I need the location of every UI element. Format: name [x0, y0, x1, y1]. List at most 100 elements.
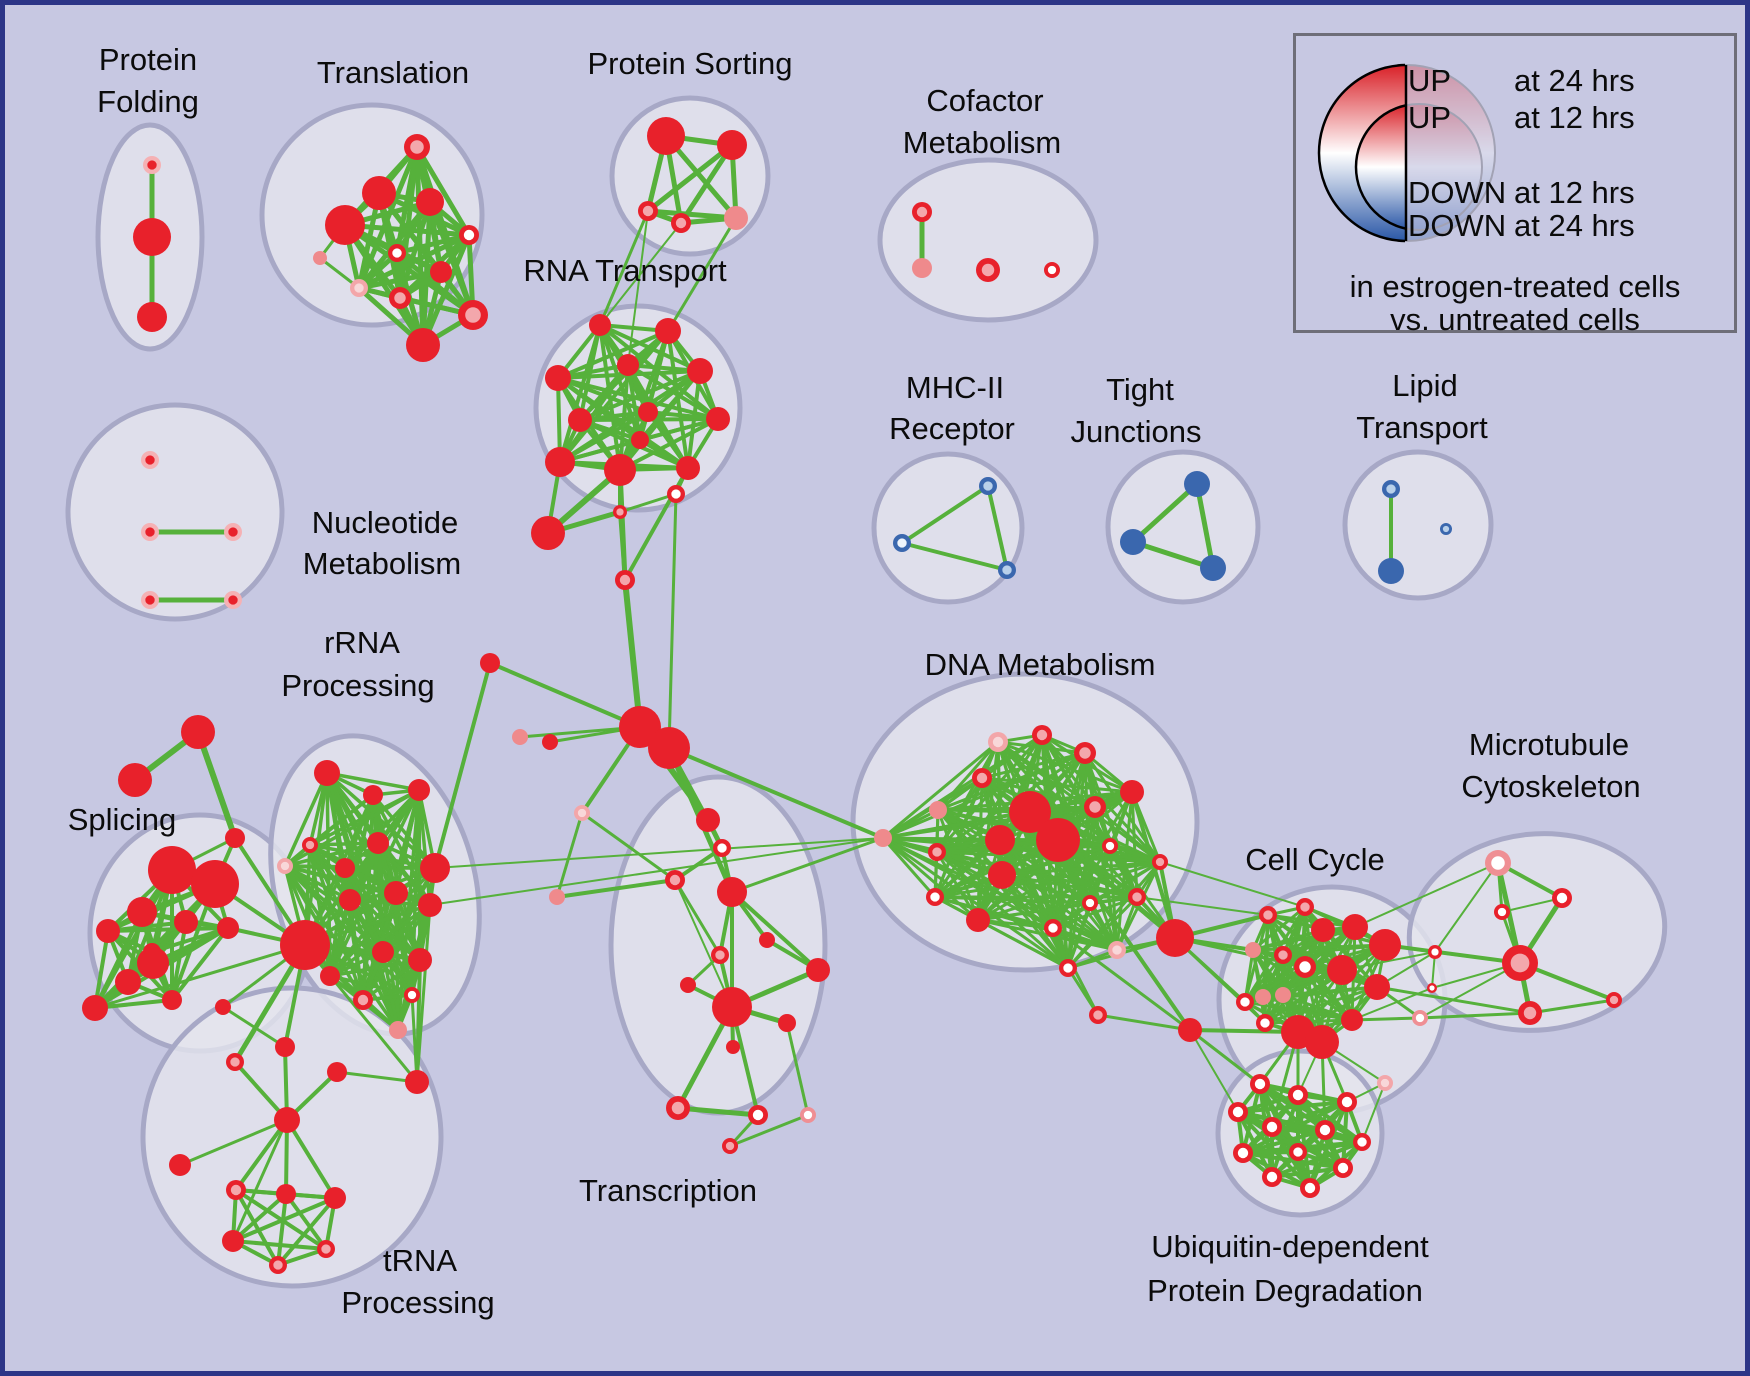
network-edge [558, 410, 650, 464]
network-edge [1130, 481, 1200, 545]
network-edge [1361, 1082, 1386, 1143]
network-edge [325, 771, 421, 792]
network-node-TN1 [226, 1053, 244, 1071]
network-node-TN4 [274, 1107, 300, 1133]
network-edge [1000, 873, 1070, 970]
network-node-CC5 [1245, 942, 1261, 958]
network-node-NM4 [224, 591, 242, 609]
network-node-TS11 [726, 1040, 740, 1054]
network-edge [998, 838, 1070, 970]
network-edge [276, 1196, 337, 1267]
network-edge [1115, 895, 1139, 952]
network-edge [1189, 1029, 1239, 1113]
network-node-CC10 [1255, 989, 1271, 1005]
network-node-TR4 [459, 225, 479, 245]
network-node-DM24 [1178, 1018, 1202, 1042]
legend-down-12-label: DOWN [1408, 175, 1507, 210]
network-node-DM7 [1120, 780, 1144, 804]
network-edge [106, 926, 230, 933]
network-edge [1281, 943, 1387, 957]
network-edge [1130, 790, 1162, 864]
cluster-label-TN: Processing [341, 1285, 494, 1320]
cluster-bubble-MC [1406, 831, 1668, 1033]
network-edge [328, 898, 352, 978]
network-edge [1251, 925, 1357, 952]
network-edge [980, 776, 1134, 794]
network-node-TS15 [722, 1138, 738, 1154]
cluster-label-MH: MHC-II [906, 370, 1004, 405]
network-node-CC7 [1294, 956, 1316, 978]
network-node-TR10 [406, 328, 440, 362]
network-edge [276, 1192, 288, 1267]
network-node-MH2 [998, 561, 1016, 579]
network-edge [284, 1192, 328, 1251]
network-edge [900, 484, 990, 545]
network-node-TS12 [666, 1096, 690, 1120]
network-edge [308, 841, 380, 847]
network-node-DM6 [928, 843, 946, 861]
network-edge [1418, 1011, 1532, 1020]
network-edge [394, 232, 472, 256]
network-node-TN9 [222, 1230, 244, 1252]
network-node-CH9 [574, 805, 590, 821]
network-node-RT5 [568, 408, 592, 432]
network-node-UB6 [1353, 1133, 1371, 1151]
network-node-RT3 [617, 354, 639, 376]
network-node-RR17 [389, 1021, 407, 1039]
network-node-TS5 [759, 932, 775, 948]
network-node-TS4 [717, 877, 747, 907]
network-edge [1270, 1166, 1345, 1179]
network-edge [1066, 901, 1092, 970]
network-edge [645, 142, 735, 214]
cluster-label-RR: rRNA [324, 625, 400, 660]
network-node-DM22 [1089, 1006, 1107, 1024]
network-edge [1251, 905, 1307, 952]
network-edge [638, 369, 702, 442]
network-edge [93, 943, 307, 1010]
network-node-DM20 [1108, 941, 1126, 959]
network-edge [578, 369, 702, 422]
network-edge [433, 661, 492, 870]
network-node-RR14 [408, 948, 432, 972]
network-edge [231, 1192, 288, 1243]
cluster-bubble-NM [65, 402, 285, 622]
cluster-label-SP: Splicing [68, 802, 177, 837]
network-node-DM8 [1084, 796, 1106, 818]
network-node-CM3 [1044, 262, 1060, 278]
network-node-DM1 [1032, 725, 1052, 745]
network-node-CM0 [912, 202, 932, 222]
network-edge [234, 1188, 280, 1267]
network-edge [93, 929, 110, 1010]
network-node-SP7 [217, 917, 239, 939]
network-node-LT2 [1440, 523, 1452, 535]
network-node-UB4 [1262, 1117, 1282, 1137]
network-edge [1501, 897, 1563, 913]
cluster-bubble-TJ [1105, 449, 1261, 605]
network-node-RT7 [706, 407, 730, 431]
network-node-MC8 [1606, 992, 1622, 1008]
network-node-RR13 [372, 941, 394, 963]
network-node-UB3 [1228, 1102, 1248, 1122]
network-edge [881, 808, 940, 840]
network-node-DM9 [1009, 791, 1051, 833]
network-edge [976, 860, 1162, 922]
cluster-label-DM: DNA Metabolism [925, 647, 1156, 682]
network-node-CC16 [1341, 1009, 1363, 1031]
network-edge [998, 838, 1162, 864]
cluster-label-MC: Microtubule [1469, 727, 1629, 762]
network-edge [234, 1118, 289, 1192]
network-node-RR1 [363, 785, 383, 805]
network-node-DM13 [988, 861, 1016, 889]
network-node-CC13 [1256, 1014, 1274, 1032]
network-node-UB10 [1262, 1167, 1282, 1187]
network-edge [170, 920, 188, 1002]
network-edge [356, 269, 444, 291]
network-edge [626, 363, 642, 442]
network-edge [410, 993, 419, 1084]
network-node-DM2 [1074, 742, 1096, 764]
network-edge [1108, 844, 1162, 864]
network-node-PS0 [647, 117, 685, 155]
network-edge [556, 376, 720, 421]
network-edge [1088, 860, 1162, 905]
